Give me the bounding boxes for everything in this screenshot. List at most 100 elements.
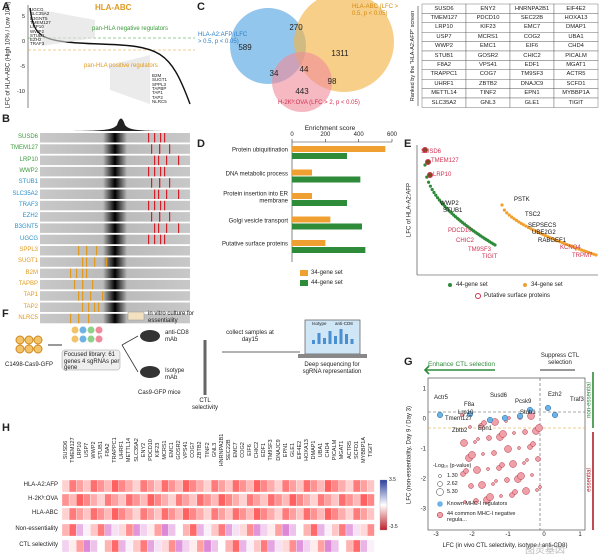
- column-label: ACTR5: [346, 440, 353, 460]
- heat-cell: [168, 507, 176, 521]
- mini-bar: [350, 339, 354, 344]
- row-bar: [40, 257, 190, 267]
- heat-cell: [274, 523, 283, 537]
- point-label: TSC2: [525, 212, 541, 218]
- heat-cell: [331, 493, 340, 507]
- sgrna-tick: [86, 268, 88, 279]
- table-text: TINF2: [479, 90, 497, 97]
- panel-letter: E: [404, 138, 412, 150]
- column-label: VPS41: [183, 441, 190, 459]
- column-label: SLC35A2: [133, 438, 140, 462]
- heat-cell: [161, 479, 169, 493]
- column-label: MYBBP1A: [360, 437, 367, 463]
- heat-cell: [76, 523, 84, 537]
- gene-label: TMEM127: [30, 19, 51, 25]
- highlight: [422, 147, 428, 153]
- column-label: ENY2: [140, 442, 147, 458]
- gene-label: B3GNT5: [30, 15, 48, 21]
- caption: Isotype: [312, 321, 327, 326]
- row-bar: [40, 223, 190, 233]
- heat-cell: [182, 507, 190, 521]
- panel-letter: D: [197, 138, 205, 150]
- column-label: UBA1: [318, 442, 325, 458]
- heat-cell: [317, 539, 325, 553]
- heat-cell: [218, 479, 226, 493]
- row-label: HLA-ABC: [31, 510, 58, 516]
- heat-cell: [175, 507, 183, 521]
- sgrna-tick: [160, 200, 162, 211]
- heat-cell: [154, 507, 162, 521]
- gene-label: EZH2: [22, 213, 38, 220]
- sgrna-tick: [154, 223, 156, 233]
- point: [499, 494, 503, 498]
- heat-cell: [232, 523, 240, 537]
- point: [517, 446, 521, 450]
- column-label: PICALM: [332, 439, 339, 461]
- tick-label: -3: [420, 506, 426, 513]
- point: [502, 208, 507, 212]
- tick-label: -5: [20, 64, 25, 70]
- point: [530, 473, 534, 477]
- heat-cell: [338, 539, 347, 553]
- heat-cell: [175, 493, 183, 507]
- heat-cell: [90, 507, 98, 521]
- heat-cell: [331, 539, 340, 553]
- gene-label: WWP2: [30, 28, 44, 34]
- laptop-base: [298, 354, 367, 358]
- heat-cell: [246, 507, 254, 521]
- heat-cell: [225, 479, 233, 493]
- point: [509, 460, 517, 468]
- point: [435, 196, 440, 200]
- point: [504, 477, 510, 483]
- library-box: [61, 349, 121, 371]
- column-label: EDF1: [261, 442, 268, 458]
- point: [544, 404, 552, 412]
- point-label: RABGEF1: [538, 238, 567, 244]
- venn-label: HLA-A2:AFP (LFC > 0.5, p < 0.05): [198, 32, 248, 45]
- heat-cell: [289, 539, 297, 553]
- cell: [15, 344, 25, 354]
- caption: in vitro culture for essentiality: [148, 311, 195, 324]
- point-label: UBE2G2: [532, 230, 556, 236]
- gene-label: UGCG: [20, 235, 38, 242]
- gene-label: SUGT1: [17, 258, 38, 265]
- gene-label: SLC35A2: [30, 11, 50, 17]
- heat-cell: [225, 507, 233, 521]
- tick-label: -1: [505, 532, 511, 538]
- point: [584, 250, 588, 254]
- sgrna-tick: [158, 155, 160, 166]
- legend-dot: [523, 283, 527, 287]
- mini-bar: [339, 329, 343, 344]
- table-text: EIF6: [525, 43, 539, 50]
- mini-bar: [345, 334, 348, 344]
- heat-cell: [210, 539, 219, 553]
- heat-cell: [331, 507, 340, 521]
- table-text: PICALM: [565, 52, 587, 59]
- column-label: COG7: [190, 442, 197, 458]
- cell: [15, 335, 25, 345]
- table-text: UBA1: [568, 33, 584, 40]
- heat-cell: [203, 539, 212, 553]
- point: [468, 483, 474, 489]
- panel-letter: F: [2, 308, 9, 320]
- column-label: ZBTB2: [197, 441, 204, 459]
- point: [499, 430, 507, 438]
- cell: [87, 335, 95, 343]
- sgrna-tick: [86, 257, 88, 267]
- table-text: COG2: [523, 33, 541, 40]
- heat-cell: [267, 507, 276, 521]
- row-label: HLA-A2:AFP: [23, 482, 58, 488]
- cell: [79, 326, 87, 334]
- heat-cell: [225, 539, 233, 553]
- bar: [292, 146, 386, 152]
- cell: [71, 335, 79, 343]
- column-label: SCFD1: [353, 440, 360, 460]
- heat-cell: [253, 523, 261, 537]
- callout: [42, 10, 95, 46]
- heat-cell: [189, 539, 198, 553]
- heat-cell: [253, 479, 261, 493]
- point: [428, 184, 432, 188]
- point: [473, 498, 479, 504]
- heat-cell: [352, 539, 361, 553]
